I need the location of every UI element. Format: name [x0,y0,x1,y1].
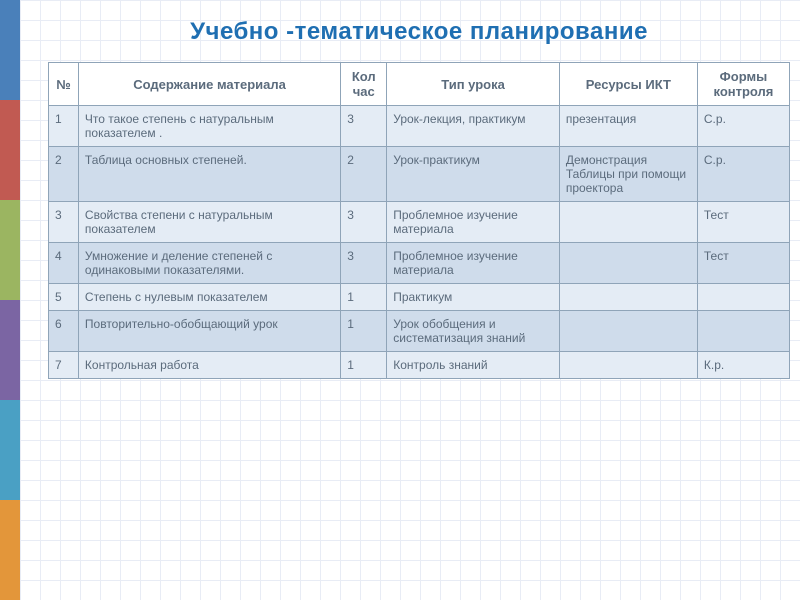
side-seg-2 [0,100,20,200]
cell-res [559,243,697,284]
cell-num: 6 [49,311,79,352]
cell-hours: 3 [341,202,387,243]
cell-form [697,284,789,311]
cell-res: Демонстрация Таблицы при помощи проектор… [559,147,697,202]
cell-hours: 1 [341,352,387,379]
cell-res [559,311,697,352]
table-row: 7Контрольная работа1Контроль знаний К.р. [49,352,790,379]
cell-content: Что такое степень с натуральным показате… [78,106,340,147]
col-type: Тип урока [387,63,560,106]
page-title: Учебно -тематическое планирование [48,18,790,46]
table-row: 2Таблица основных степеней.2Урок-практик… [49,147,790,202]
content-area: Учебно -тематическое планирование № Соде… [20,0,800,600]
col-res: Ресурсы ИКТ [559,63,697,106]
cell-hours: 3 [341,243,387,284]
cell-type: Проблемное изучение материала [387,202,560,243]
side-seg-4 [0,300,20,400]
cell-type: Урок-лекция, практикум [387,106,560,147]
cell-content: Таблица основных степеней. [78,147,340,202]
cell-num: 1 [49,106,79,147]
col-form: Формы контроля [697,63,789,106]
cell-num: 2 [49,147,79,202]
table-body: 1Что такое степень с натуральным показат… [49,106,790,379]
cell-form: С.р. [697,106,789,147]
cell-type: Контроль знаний [387,352,560,379]
table-row: 3Свойства степени с натуральным показате… [49,202,790,243]
cell-res [559,352,697,379]
col-content: Содержание материала [78,63,340,106]
cell-content: Повторительно-обобщающий урок [78,311,340,352]
col-hours: Кол час [341,63,387,106]
cell-form: К.р. [697,352,789,379]
table-header: № Содержание материала Кол час Тип урока… [49,63,790,106]
cell-form: С.р. [697,147,789,202]
side-color-bar [0,0,20,600]
side-seg-5 [0,400,20,500]
table-row: 5Степень с нулевым показателем1Практикум [49,284,790,311]
cell-num: 5 [49,284,79,311]
cell-type: Урок обобщения и систематизация знаний [387,311,560,352]
cell-content: Степень с нулевым показателем [78,284,340,311]
cell-form: Тест [697,202,789,243]
cell-type: Практикум [387,284,560,311]
table-row: 6Повторительно-обобщающий урок1Урок обоб… [49,311,790,352]
cell-res [559,202,697,243]
cell-res: презентация [559,106,697,147]
cell-hours: 1 [341,284,387,311]
cell-content: Свойства степени с натуральным показател… [78,202,340,243]
cell-content: Умножение и деление степеней с одинаковы… [78,243,340,284]
cell-content: Контрольная работа [78,352,340,379]
cell-num: 4 [49,243,79,284]
table-row: 4Умножение и деление степеней с одинаков… [49,243,790,284]
cell-type: Урок-практикум [387,147,560,202]
cell-form: Тест [697,243,789,284]
cell-form [697,311,789,352]
cell-num: 3 [49,202,79,243]
table-header-row: № Содержание материала Кол час Тип урока… [49,63,790,106]
table-row: 1Что такое степень с натуральным показат… [49,106,790,147]
planning-table: № Содержание материала Кол час Тип урока… [48,62,790,379]
cell-hours: 3 [341,106,387,147]
cell-res [559,284,697,311]
cell-type: Проблемное изучение материала [387,243,560,284]
cell-hours: 1 [341,311,387,352]
side-seg-6 [0,500,20,600]
col-num: № [49,63,79,106]
cell-num: 7 [49,352,79,379]
side-seg-3 [0,200,20,300]
side-seg-1 [0,0,20,100]
cell-hours: 2 [341,147,387,202]
